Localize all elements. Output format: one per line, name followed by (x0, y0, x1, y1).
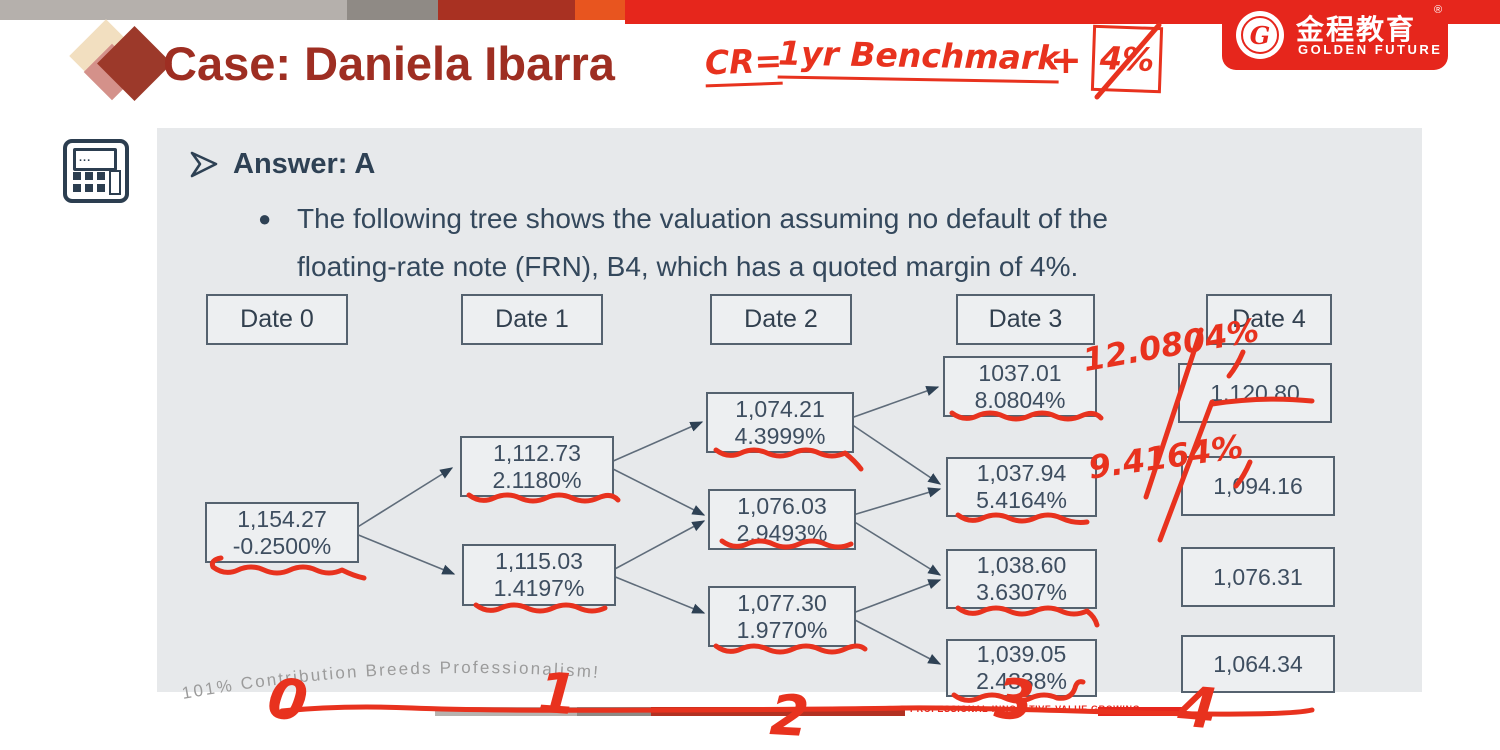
timeline-label-3: 3 (991, 666, 1038, 735)
node-d2-top: 1,074.21 4.3999% (706, 392, 854, 453)
ribbon-seg-red (1098, 707, 1186, 716)
timeline-label-2: 2 (768, 683, 811, 750)
node-d1-up: 1,112.73 2.1180% (460, 436, 614, 497)
node-d1-down: 1,115.03 1.4197% (462, 544, 616, 606)
logo-english-text: GOLDEN FUTURE (1298, 42, 1443, 57)
golden-future-logo: G 金程教育 ® GOLDEN FUTURE (1222, 0, 1448, 70)
body-text-line2: floating-rate note (FRN), B4, which has … (297, 251, 1079, 282)
node-d3-1: 1037.01 8.0804% (943, 356, 1097, 417)
timeline-label-1: 1 (535, 660, 580, 729)
handwriting-boxed-4pct: 4% (1090, 24, 1164, 94)
page-title: Case: Daniela Ibarra (163, 37, 615, 90)
timeline-label-4: 4 (1175, 674, 1220, 743)
date-header-0: Date 0 (206, 294, 348, 345)
logo-registered-mark: ® (1434, 4, 1443, 16)
topbar-lightgray (0, 0, 347, 20)
date-header-3: Date 3 (956, 294, 1095, 345)
node-d0: 1,154.27 -0.2500% (205, 502, 359, 563)
node-d2-mid: 1,076.03 2.9493% (708, 489, 856, 550)
ribbon-seg-gray (577, 707, 651, 716)
node-d4-4: 1,064.34 (1181, 635, 1335, 693)
body-text-line1: The following tree shows the valuation a… (297, 203, 1108, 234)
handwriting-cr: CR= (704, 40, 784, 88)
node-d4-3: 1,076.31 (1181, 547, 1335, 607)
calculator-icon: ... (63, 139, 129, 203)
date-header-2: Date 2 (710, 294, 852, 345)
node-d3-3: 1,038.60 3.6307% (946, 549, 1097, 609)
date-header-1: Date 1 (461, 294, 603, 345)
topbar-gray (347, 0, 438, 20)
node-d4-1: 1,120.80 (1178, 363, 1332, 423)
handwriting-plus: + (1050, 38, 1082, 82)
node-d2-bot: 1,077.30 1.9770% (708, 586, 856, 647)
bullet-dot-icon: ● (258, 206, 272, 231)
handwriting-benchmark: 1yr Benchmark (777, 33, 1060, 84)
timeline-label-0: 0 (263, 665, 312, 736)
topbar-orange (575, 0, 625, 20)
answer-heading: Answer: A (233, 148, 376, 180)
date-header-4: Date 4 (1206, 294, 1332, 345)
logo-chinese-text: 金程教育 (1296, 14, 1417, 45)
topbar-darkred (438, 0, 575, 20)
node-d3-2: 1,037.94 5.4164% (946, 457, 1097, 517)
logo-seal-icon: G (1236, 11, 1284, 59)
